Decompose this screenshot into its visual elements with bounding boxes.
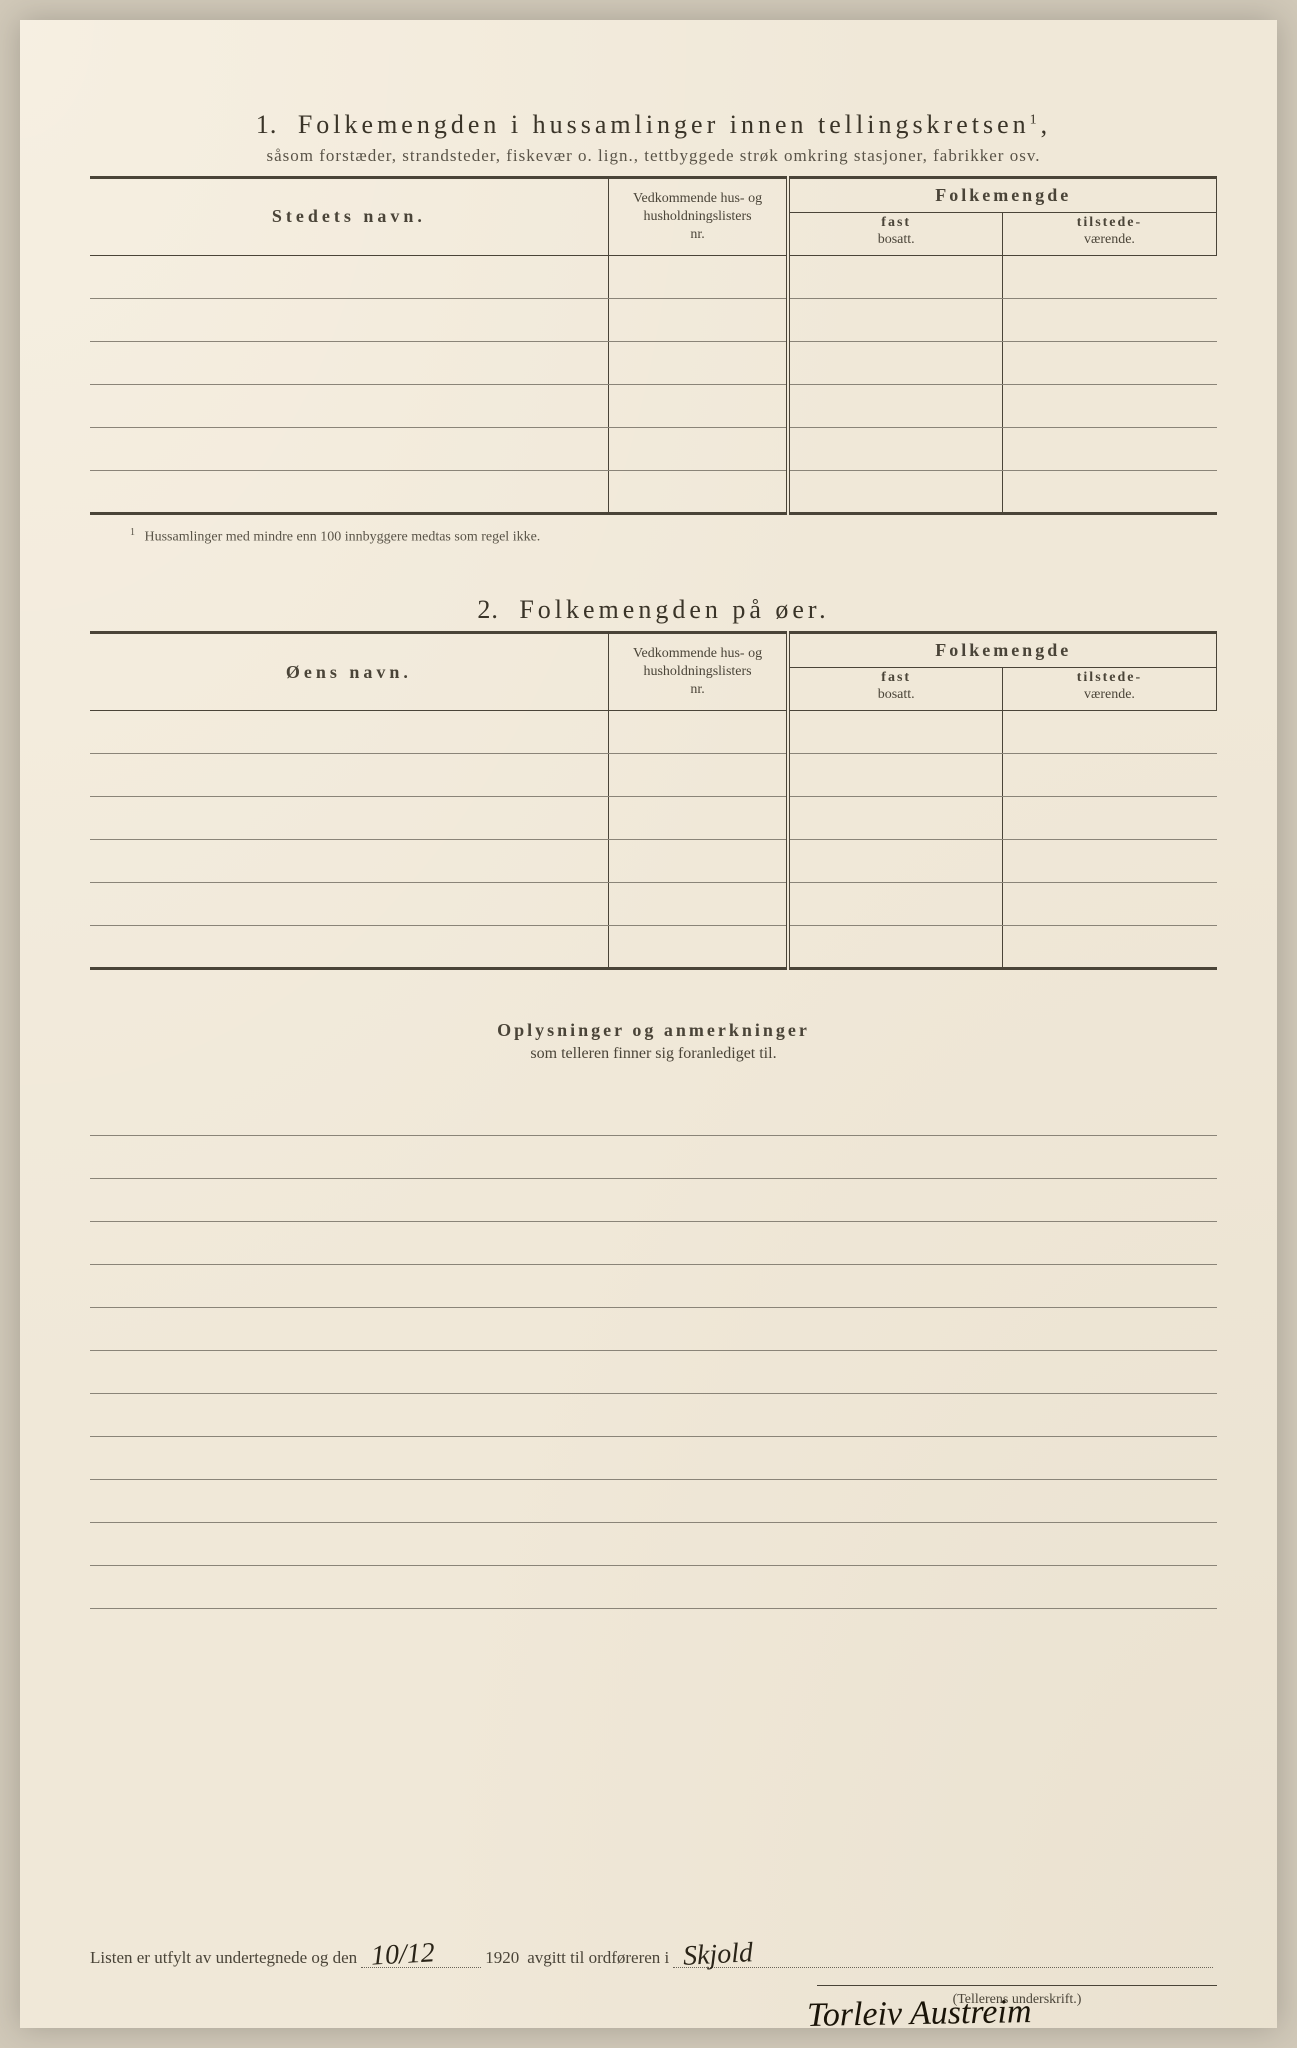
date-blank: 10/12 (361, 1946, 481, 1968)
table-row (90, 255, 1217, 298)
table-row (90, 384, 1217, 427)
col-lister-2: Vedkommende hus- og husholdningslisters … (608, 633, 788, 711)
col-stedets-navn: Stedets navn. (90, 178, 608, 256)
section1-footnote-ref: 1 (1030, 112, 1041, 127)
section1-tbody (90, 255, 1217, 513)
note-line (90, 1179, 1217, 1222)
section1-number: 1. (256, 110, 278, 139)
col-fast-2: fast bosatt. (788, 668, 1002, 711)
sig-year: 1920 (485, 1948, 519, 1968)
table-row (90, 839, 1217, 882)
table-row (90, 298, 1217, 341)
note-line (90, 1523, 1217, 1566)
signature-line: Torleiv Austreim (817, 1946, 1217, 1986)
col-fast: fast bosatt. (788, 213, 1002, 256)
col-lister: Vedkommende hus- og husholdningslisters … (608, 178, 788, 256)
table-row (90, 925, 1217, 968)
signature-handwritten: Torleiv Austreim (807, 1993, 1032, 2035)
notes-section: Oplysninger og anmerkninger som telleren… (90, 1020, 1217, 1609)
note-line (90, 1136, 1217, 1179)
note-line (90, 1093, 1217, 1136)
table-row (90, 796, 1217, 839)
notes-title: Oplysninger og anmerkninger (90, 1020, 1217, 1041)
section2-table: Øens navn. Vedkommende hus- og husholdni… (90, 631, 1217, 970)
section1-subtitle: såsom forstæder, strandsteder, fiskevær … (90, 146, 1217, 166)
place-handwritten: Skjold (682, 1937, 754, 1973)
col-tilstede-2: tilstede- værende. (1002, 668, 1216, 711)
section2-title-text: Folkemengden på øer. (519, 595, 829, 624)
note-line (90, 1265, 1217, 1308)
note-line (90, 1351, 1217, 1394)
col-folkemengde: Folkemengde (788, 178, 1216, 213)
section1-title-text: Folkemengden i hussamlinger innen tellin… (298, 110, 1030, 139)
section1-table: Stedets navn. Vedkommende hus- og hushol… (90, 176, 1217, 515)
document-page: 1. Folkemengden i hussamlinger innen tel… (20, 20, 1277, 2028)
note-line (90, 1222, 1217, 1265)
col-folkemengde-2: Folkemengde (788, 633, 1216, 668)
col-oens-navn: Øens navn. (90, 633, 608, 711)
note-line (90, 1437, 1217, 1480)
table-row (90, 427, 1217, 470)
notes-lines (90, 1093, 1217, 1609)
sig-prefix: Listen er utfylt av undertegnede og den (90, 1948, 357, 1968)
col-tilstede: tilstede- værende. (1002, 213, 1216, 256)
note-line (90, 1394, 1217, 1437)
section1-footnote: 1 Hussamlinger med mindre enn 100 innbyg… (130, 527, 1217, 546)
section2-title: 2. Folkemengden på øer. (90, 595, 1217, 625)
table-row (90, 753, 1217, 796)
section1-title: 1. Folkemengden i hussamlinger innen tel… (90, 110, 1217, 140)
section2-number: 2. (477, 595, 499, 624)
table-row (90, 470, 1217, 513)
note-line (90, 1566, 1217, 1609)
table-row (90, 710, 1217, 753)
section-oer: 2. Folkemengden på øer. Øens navn. Vedko… (90, 595, 1217, 970)
notes-subtitle: som telleren finner sig foranlediget til… (90, 1045, 1217, 1063)
signature-area: Torleiv Austreim (Tellerens underskrift.… (817, 1946, 1217, 2008)
date-handwritten: 10/12 (370, 1937, 435, 1972)
section2-tbody (90, 710, 1217, 968)
table-row (90, 341, 1217, 384)
sig-middle: avgitt til ordføreren i (527, 1948, 669, 1968)
note-line (90, 1480, 1217, 1523)
section-hussamlinger: 1. Folkemengden i hussamlinger innen tel… (90, 110, 1217, 545)
note-line (90, 1308, 1217, 1351)
table-row (90, 882, 1217, 925)
